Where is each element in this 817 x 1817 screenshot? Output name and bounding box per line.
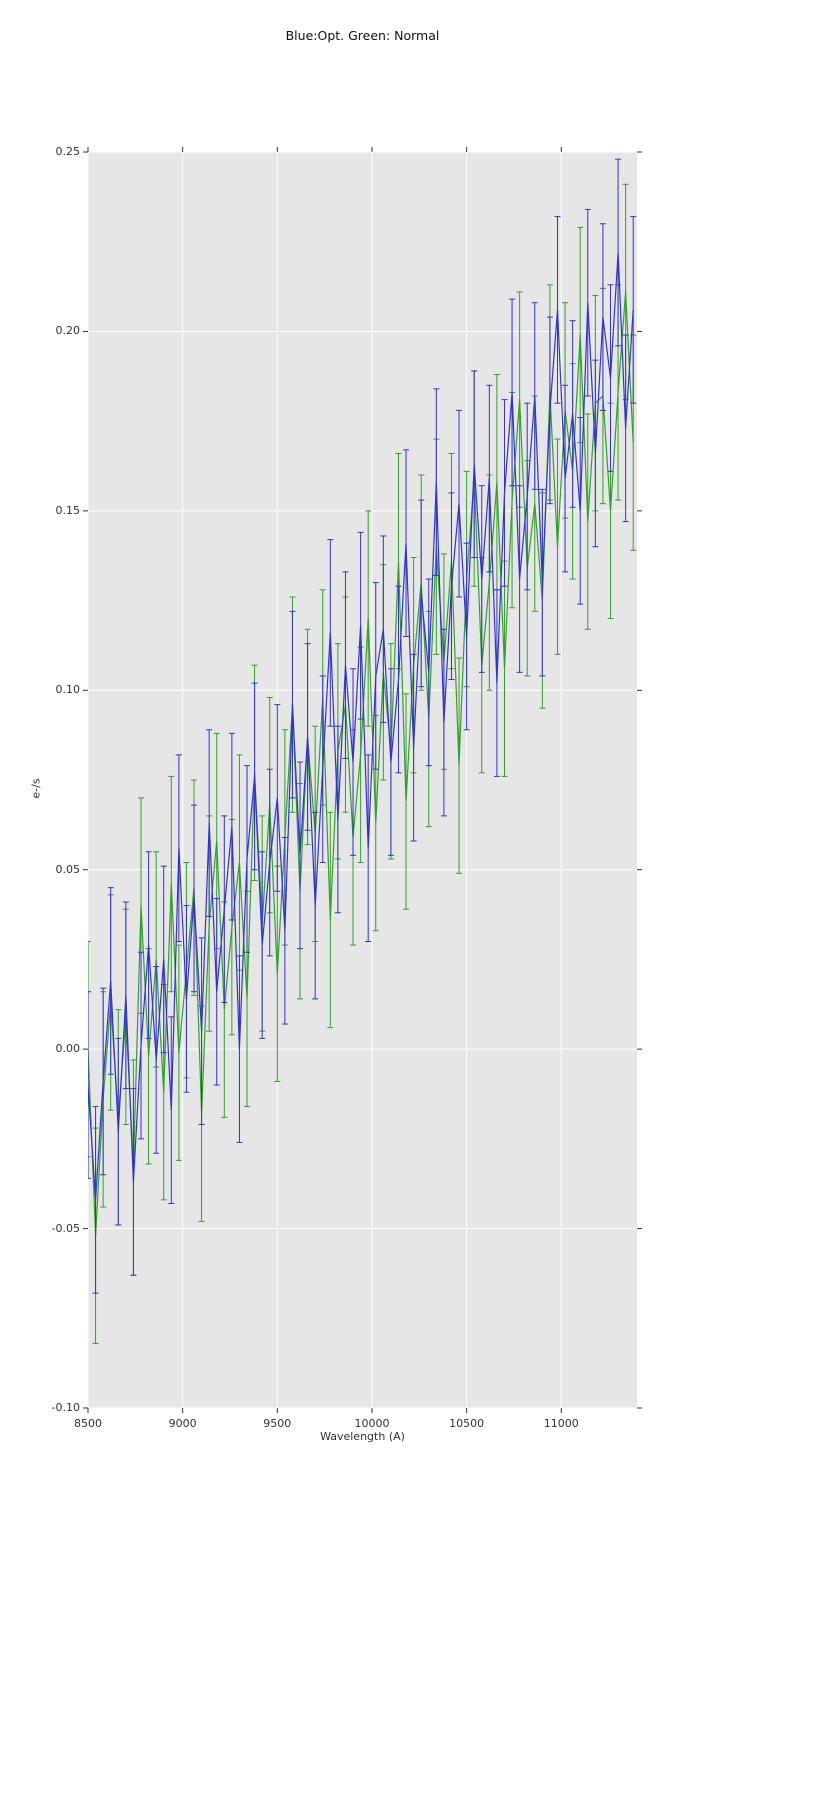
tick-marks	[83, 147, 642, 1413]
x-tick-label: 9000	[168, 1417, 197, 1430]
x-tick-label: 10000	[354, 1417, 390, 1430]
plot-background	[88, 152, 637, 1408]
y-tick-label: -0.10	[51, 1401, 80, 1414]
y-tick-label: 0.05	[55, 862, 81, 876]
series-opt	[88, 158, 637, 1294]
x-tick-label: 9500	[263, 1417, 292, 1430]
data-line	[88, 252, 634, 1200]
x-tick-label: 10500	[449, 1417, 485, 1430]
y-tick-label: 0.25	[55, 145, 81, 158]
y-tick-label: 0.10	[55, 683, 81, 697]
y-tick-label: 0.20	[55, 324, 81, 338]
y-tick-label: 0.00	[55, 1042, 81, 1056]
x-axis-label: Wavelength (A)	[320, 1430, 405, 1443]
y-tick-label: -0.05	[51, 1221, 80, 1235]
chart-title: Blue:Opt. Green: Normal	[285, 28, 440, 43]
x-tick-label: 8500	[74, 1417, 102, 1430]
y-tick-label: 0.15	[55, 503, 81, 517]
x-tick-label: 11000	[543, 1417, 579, 1430]
